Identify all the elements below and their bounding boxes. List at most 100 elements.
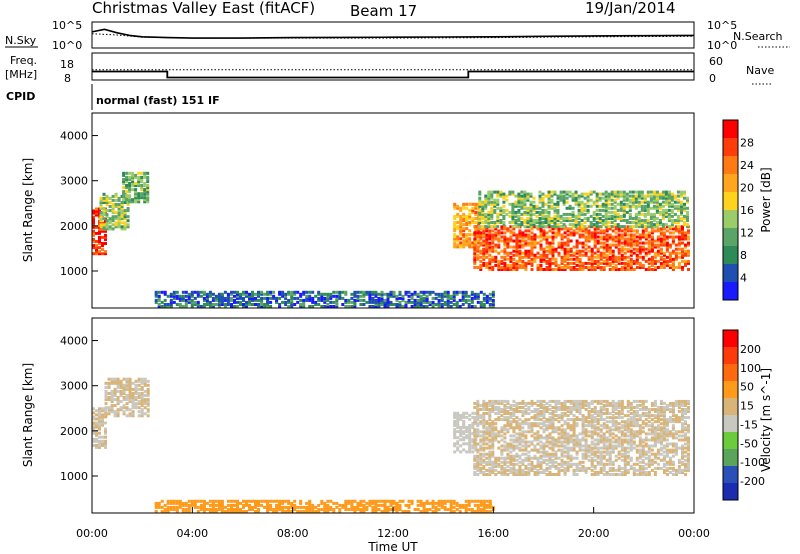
power-data-cell	[296, 290, 300, 294]
power-data-cell	[650, 231, 654, 235]
vel-data-cell	[116, 410, 120, 414]
power-data-cell	[478, 196, 482, 200]
vel-data-cell	[614, 438, 618, 442]
vel-data-cell	[626, 454, 630, 458]
power-data-cell	[137, 192, 141, 196]
vel-data-cell	[551, 436, 555, 440]
power-data-cell	[563, 263, 567, 267]
power-data-cell	[108, 219, 112, 223]
power-data-cell	[545, 245, 549, 249]
vel-data-cell	[503, 458, 507, 462]
vel-data-cell	[146, 383, 150, 387]
power-data-cell	[681, 251, 684, 255]
power-data-cell	[539, 255, 543, 259]
vel-data-cell	[491, 408, 495, 411]
power-data-cell	[254, 292, 257, 296]
power-data-cell	[453, 202, 457, 206]
vel-data-cell	[468, 444, 472, 448]
vel-data-cell	[515, 426, 519, 430]
power-data-cell	[683, 223, 686, 227]
vel-data-cell	[545, 428, 549, 432]
vel-data-cell	[518, 466, 522, 470]
power-data-cell	[524, 251, 528, 255]
power-data-cell	[661, 204, 665, 208]
vel-data-cell	[485, 412, 489, 415]
vel-data-cell	[548, 420, 552, 424]
power-data-cell	[514, 194, 518, 198]
power-data-cell	[547, 206, 551, 210]
power-data-cell	[347, 298, 351, 302]
vel-data-cell	[638, 403, 642, 407]
power-data-cell	[622, 210, 626, 214]
vel-data-cell	[506, 442, 510, 446]
vel-data-cell	[560, 428, 564, 432]
vel-data-cell	[638, 454, 642, 458]
power-data-cell	[199, 294, 203, 298]
vel-data-cell	[476, 448, 480, 452]
vel-data-cell	[626, 422, 630, 426]
vel-data-cell	[644, 412, 648, 415]
power-data-cell	[468, 239, 472, 243]
vel-data-cell	[572, 420, 576, 424]
vel-data-cell	[560, 418, 564, 422]
power-data-cell	[616, 208, 620, 212]
power-data-cell	[386, 305, 390, 308]
power-data-cell	[92, 233, 95, 237]
vel-data-cell	[474, 415, 478, 419]
colorbar-tick-label: 24	[740, 159, 754, 172]
power-data-cell	[146, 192, 150, 196]
power-data-cell	[478, 192, 482, 196]
power-data-cell	[140, 180, 144, 183]
power-data-cell	[681, 249, 684, 253]
vel-data-cell	[617, 428, 621, 432]
power-data-cell	[99, 225, 103, 229]
power-data-cell	[290, 305, 294, 308]
power-data-cell	[653, 255, 657, 259]
vel-data-cell	[587, 450, 591, 454]
vel-data-cell	[551, 418, 555, 422]
vel-data-cell	[539, 401, 543, 405]
colorbar-swatch	[723, 246, 738, 264]
power-data-cell	[380, 303, 384, 306]
power-data-cell	[482, 233, 486, 237]
vel-data-cell	[602, 468, 606, 472]
vel-data-cell	[471, 424, 475, 427]
vel-data-cell	[524, 408, 528, 411]
vel-data-cell	[539, 440, 543, 444]
vel-data-cell	[456, 448, 460, 452]
vel-data-cell	[485, 456, 489, 460]
vel-data-cell	[554, 438, 558, 442]
power-data-cell	[586, 210, 590, 214]
power-data-cell	[251, 292, 254, 296]
vel-data-cell	[131, 402, 135, 406]
vel-data-cell	[140, 385, 144, 389]
vel-data-cell	[647, 420, 651, 424]
vel-data-cell	[491, 434, 495, 438]
power-data-cell	[468, 208, 472, 212]
vel-data-cell	[515, 408, 519, 411]
vel-data-cell	[128, 383, 132, 387]
power-data-cell	[242, 305, 245, 308]
vel-data-cell	[593, 418, 597, 422]
power-data-cell	[458, 305, 462, 308]
vel-data-cell	[456, 415, 460, 419]
power-data-cell	[611, 239, 615, 243]
power-data-cell	[419, 303, 423, 306]
power-data-cell	[515, 225, 519, 229]
power-data-cell	[293, 303, 297, 306]
power-data-cell	[518, 239, 522, 243]
power-data-cell	[572, 233, 576, 237]
power-data-cell	[99, 223, 103, 227]
vel-data-cell	[122, 383, 126, 387]
power-data-cell	[687, 229, 690, 233]
vel-data-cell	[482, 422, 486, 426]
power-data-cell	[92, 215, 95, 219]
vel-data-cell	[638, 448, 642, 452]
power-data-cell	[628, 217, 632, 220]
power-data-cell	[473, 292, 477, 296]
power-data-cell	[341, 303, 345, 306]
colorbar-tick-label: 16	[740, 204, 754, 217]
power-data-cell	[214, 303, 218, 306]
vel-data-cell	[101, 443, 104, 447]
vel-data-cell	[635, 422, 639, 426]
